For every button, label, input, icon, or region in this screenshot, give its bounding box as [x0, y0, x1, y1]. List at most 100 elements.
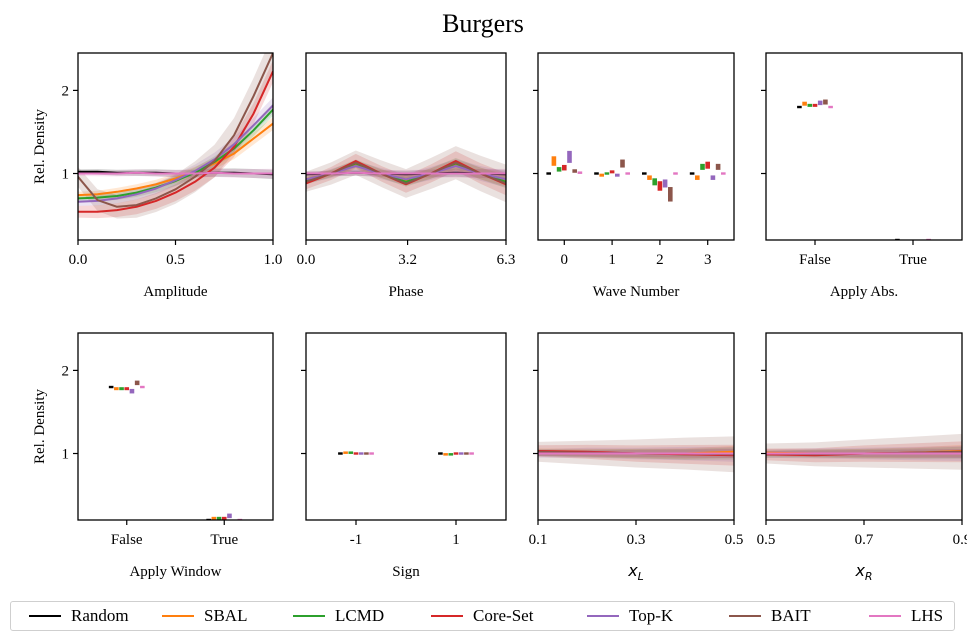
series-line-core-set — [78, 70, 273, 213]
x-tick-label: False — [111, 532, 143, 548]
marker-core-set-1 — [353, 452, 359, 455]
marker-top-k-true — [916, 242, 921, 247]
marker-sbal-2 — [647, 175, 652, 180]
marker-top-k-1 — [458, 452, 464, 455]
marker-lhs-1 — [469, 452, 474, 455]
marker-top-k-true — [227, 513, 232, 519]
series-line-bait — [78, 53, 273, 208]
marker-bait-false — [134, 380, 140, 386]
axes-frame — [305, 332, 507, 521]
x-tick-label: 1 — [452, 532, 460, 548]
marker-bait-3 — [715, 163, 721, 170]
x-tick-label: 2 — [656, 252, 664, 268]
legend-swatch — [293, 615, 325, 617]
marker-top-k-2 — [662, 179, 668, 188]
x-tick-label: False — [799, 252, 831, 268]
legend-swatch — [869, 615, 901, 617]
x-tick-label: 0.5 — [725, 532, 744, 548]
x-tick-label: True — [210, 532, 238, 548]
x-tick-label: 1.0 — [264, 252, 283, 268]
legend-label: LHS — [911, 606, 944, 625]
legend-label: Core-Set — [473, 606, 534, 625]
y-tick-label: 2 — [62, 363, 70, 379]
y-axis-label: Rel. Density — [32, 109, 48, 184]
marker-core-set-1 — [609, 170, 615, 174]
x-tick-label: 0.0 — [69, 252, 88, 268]
axes-frame — [77, 52, 274, 241]
marker-lhs-1 — [369, 452, 374, 455]
x-axis-label: xL — [627, 561, 644, 583]
legend-swatch — [587, 615, 619, 617]
marker-sbal-3 — [695, 175, 700, 180]
marker-core-set-true — [221, 516, 227, 520]
x-tick-label: 0.7 — [855, 532, 874, 548]
panel-5: 1 2 Rel. Density False True Apply Window — [32, 332, 274, 580]
plot-area — [338, 451, 474, 456]
axes-frame — [305, 52, 507, 241]
marker-core-set-false — [812, 103, 818, 107]
marker-bait-0 — [572, 169, 577, 173]
panel-3: 0 1 2 3 Wave Number — [533, 52, 735, 300]
x-axis-label: Phase — [389, 284, 424, 300]
marker-lhs-0 — [577, 171, 583, 174]
x-tick-label: 1 — [608, 252, 616, 268]
marker-lhs-1 — [625, 172, 630, 175]
marker-random-1 — [594, 172, 599, 175]
x-tick-label: True — [899, 252, 927, 268]
panel-1: 1 2 Rel. Density 0.0 0.5 1.0 Amplitude — [32, 52, 283, 300]
y-tick-label: 1 — [62, 167, 70, 183]
axes-frame — [765, 52, 963, 241]
marker-bait-1 — [464, 452, 469, 455]
x-tick-label: 0.5 — [166, 252, 185, 268]
legend-label: BAIT — [771, 606, 811, 625]
marker-core-set-false — [124, 387, 130, 391]
plot-area — [78, 53, 273, 219]
series-line-bait — [306, 161, 506, 185]
marker-core-set-1 — [453, 452, 459, 455]
marker-core-set-0 — [561, 164, 567, 171]
marker-top-k-false — [129, 388, 135, 394]
band-core-set — [766, 441, 962, 463]
x-axis-label: Sign — [392, 564, 420, 580]
marker-lcmd-false — [807, 103, 813, 107]
band-core-set — [538, 444, 734, 466]
marker-random-1 — [338, 452, 343, 455]
x-axis-label: Apply Window — [129, 564, 221, 580]
x-tick-label: 0.0 — [297, 252, 316, 268]
marker-bait-1 — [620, 159, 625, 168]
x-axis-label: Amplitude — [143, 284, 208, 300]
marker-sbal-0 — [551, 156, 557, 166]
axes-frame — [77, 332, 274, 521]
x-tick-label: 0 — [561, 252, 569, 268]
series-line-lhs — [78, 171, 273, 175]
marker-sbal-true — [211, 516, 217, 520]
marker-core-set-3 — [705, 161, 711, 169]
series-line-top-k — [78, 104, 273, 203]
marker-bait-true — [921, 242, 926, 247]
confidence-bands — [78, 53, 273, 219]
x-tick-label: 0.1 — [529, 532, 548, 548]
marker-sbal-1 — [599, 173, 604, 177]
panel-7: 0.1 0.3 0.5 xL — [529, 332, 744, 583]
marker-bait-2 — [668, 187, 673, 202]
marker-lhs-false — [140, 385, 145, 389]
band-bait — [766, 433, 962, 470]
marker-top-k-0 — [567, 150, 572, 163]
marker-lhs-false — [828, 105, 833, 109]
marker-sbal-false — [114, 387, 119, 391]
band-sbal — [538, 445, 734, 459]
marker-lcmd-1 — [604, 172, 610, 175]
marker-lcmd-1 — [448, 453, 454, 456]
panel-8: 0.5 0.7 0.9 xR — [757, 332, 967, 583]
axes-frame — [537, 332, 735, 521]
legend-label: LCMD — [335, 606, 385, 625]
x-tick-label: 0.5 — [757, 532, 776, 548]
marker-bait-false — [823, 99, 828, 105]
marker-lcmd-false — [119, 387, 124, 391]
marker-random-2 — [642, 172, 647, 175]
marker-lhs-3 — [721, 172, 726, 175]
y-axis-label: Rel. Density — [32, 389, 48, 464]
marker-lhs-2 — [673, 172, 678, 175]
x-axis-label: xR — [854, 561, 872, 583]
legend-swatch — [431, 615, 463, 617]
